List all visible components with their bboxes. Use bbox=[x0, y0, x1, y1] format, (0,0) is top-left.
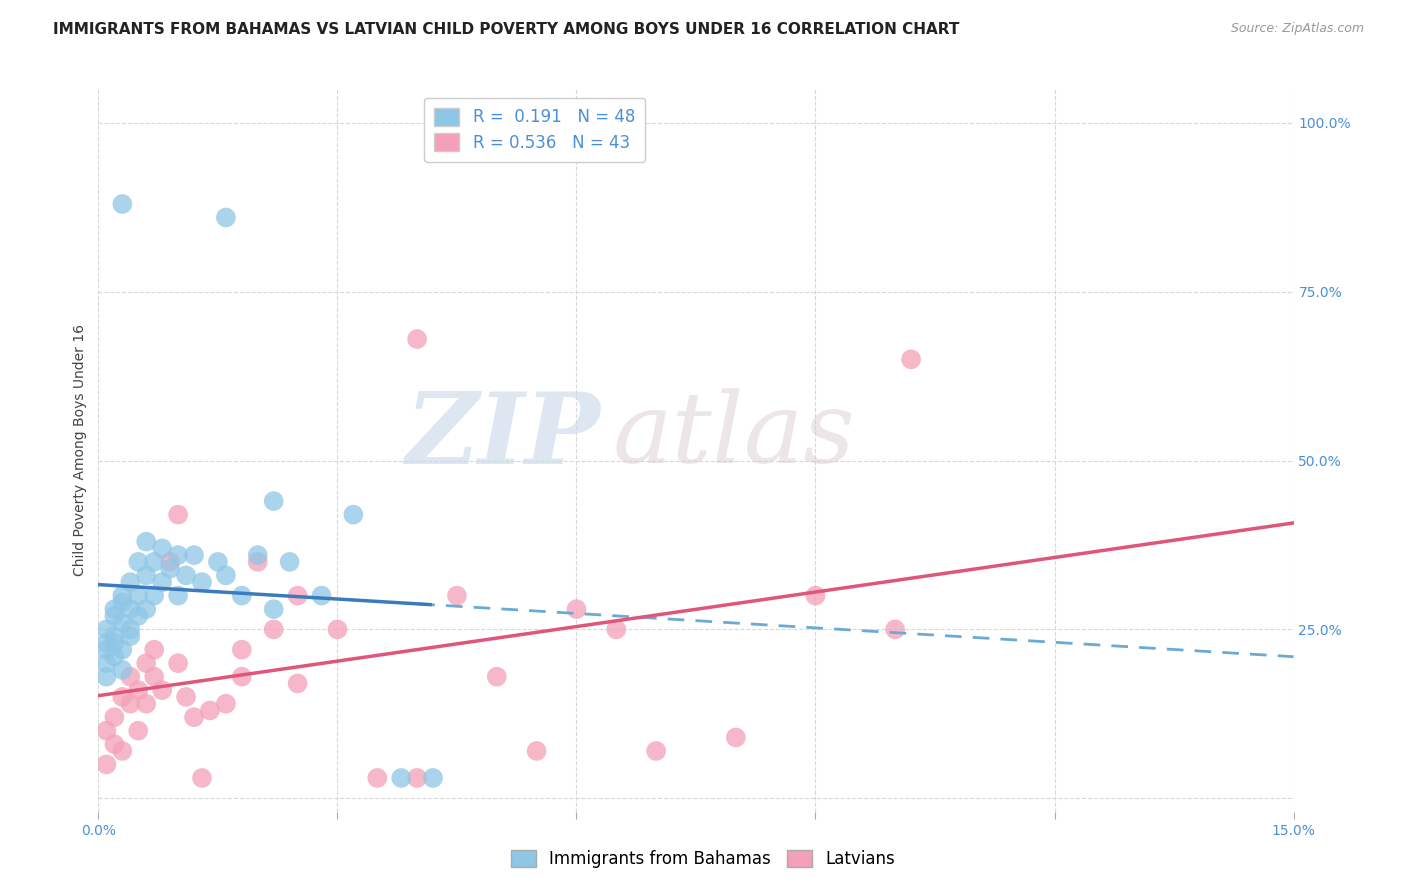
Text: Source: ZipAtlas.com: Source: ZipAtlas.com bbox=[1230, 22, 1364, 36]
Point bbox=[120, 602, 142, 616]
Point bbox=[103, 602, 125, 616]
Point bbox=[143, 555, 166, 569]
Point bbox=[724, 731, 747, 745]
Point bbox=[183, 710, 205, 724]
Point bbox=[804, 589, 827, 603]
Point bbox=[103, 710, 125, 724]
Point bbox=[127, 683, 149, 698]
Point bbox=[135, 534, 157, 549]
Point bbox=[120, 697, 142, 711]
Point bbox=[96, 757, 118, 772]
Text: ZIP: ZIP bbox=[405, 388, 600, 484]
Point bbox=[231, 589, 253, 603]
Point bbox=[174, 568, 197, 582]
Point bbox=[159, 555, 181, 569]
Point bbox=[366, 771, 388, 785]
Point bbox=[215, 568, 238, 582]
Point bbox=[207, 555, 229, 569]
Point bbox=[263, 494, 285, 508]
Point bbox=[326, 623, 349, 637]
Point bbox=[278, 555, 301, 569]
Point bbox=[111, 595, 134, 609]
Point bbox=[485, 670, 508, 684]
Point bbox=[263, 602, 285, 616]
Point bbox=[167, 589, 190, 603]
Point bbox=[884, 623, 907, 637]
Point bbox=[96, 723, 118, 738]
Point bbox=[287, 589, 309, 603]
Point bbox=[287, 676, 309, 690]
Point bbox=[215, 211, 238, 225]
Point bbox=[111, 690, 134, 704]
Point bbox=[127, 555, 149, 569]
Point bbox=[446, 589, 468, 603]
Point bbox=[127, 589, 149, 603]
Point bbox=[246, 555, 269, 569]
Point bbox=[103, 629, 125, 643]
Point bbox=[342, 508, 364, 522]
Point bbox=[231, 642, 253, 657]
Legend: Immigrants from Bahamas, Latvians: Immigrants from Bahamas, Latvians bbox=[503, 843, 903, 875]
Point bbox=[135, 568, 157, 582]
Point bbox=[143, 589, 166, 603]
Point bbox=[111, 589, 134, 603]
Point bbox=[167, 548, 190, 562]
Point bbox=[143, 642, 166, 657]
Point bbox=[150, 683, 173, 698]
Point bbox=[120, 629, 142, 643]
Point bbox=[191, 771, 214, 785]
Point bbox=[96, 642, 118, 657]
Point bbox=[167, 656, 190, 670]
Point bbox=[96, 623, 118, 637]
Point bbox=[103, 608, 125, 623]
Point bbox=[127, 608, 149, 623]
Point bbox=[900, 352, 922, 367]
Point bbox=[120, 670, 142, 684]
Text: IMMIGRANTS FROM BAHAMAS VS LATVIAN CHILD POVERTY AMONG BOYS UNDER 16 CORRELATION: IMMIGRANTS FROM BAHAMAS VS LATVIAN CHILD… bbox=[53, 22, 960, 37]
Point bbox=[406, 332, 429, 346]
Point bbox=[96, 670, 118, 684]
Legend: R =  0.191   N = 48, R = 0.536   N = 43: R = 0.191 N = 48, R = 0.536 N = 43 bbox=[425, 97, 645, 161]
Point bbox=[565, 602, 588, 616]
Point bbox=[159, 561, 181, 575]
Point bbox=[120, 575, 142, 590]
Point bbox=[191, 575, 214, 590]
Point bbox=[389, 771, 412, 785]
Point bbox=[103, 737, 125, 751]
Point bbox=[526, 744, 548, 758]
Point bbox=[311, 589, 333, 603]
Point bbox=[231, 670, 253, 684]
Point bbox=[127, 723, 149, 738]
Point bbox=[198, 703, 221, 717]
Point bbox=[96, 636, 118, 650]
Text: atlas: atlas bbox=[613, 388, 855, 483]
Point bbox=[215, 697, 238, 711]
Point bbox=[103, 649, 125, 664]
Point bbox=[120, 623, 142, 637]
Point bbox=[150, 575, 173, 590]
Point bbox=[111, 744, 134, 758]
Point bbox=[174, 690, 197, 704]
Point bbox=[111, 663, 134, 677]
Point bbox=[135, 656, 157, 670]
Point bbox=[111, 197, 134, 211]
Point bbox=[422, 771, 444, 785]
Point bbox=[246, 548, 269, 562]
Point bbox=[406, 771, 429, 785]
Point bbox=[605, 623, 627, 637]
Point bbox=[150, 541, 173, 556]
Point bbox=[143, 670, 166, 684]
Point bbox=[263, 623, 285, 637]
Point bbox=[103, 636, 125, 650]
Point bbox=[183, 548, 205, 562]
Point bbox=[135, 697, 157, 711]
Y-axis label: Child Poverty Among Boys Under 16: Child Poverty Among Boys Under 16 bbox=[73, 325, 87, 576]
Point bbox=[645, 744, 668, 758]
Point bbox=[167, 508, 190, 522]
Point bbox=[96, 656, 118, 670]
Point bbox=[111, 615, 134, 630]
Point bbox=[111, 642, 134, 657]
Point bbox=[135, 602, 157, 616]
